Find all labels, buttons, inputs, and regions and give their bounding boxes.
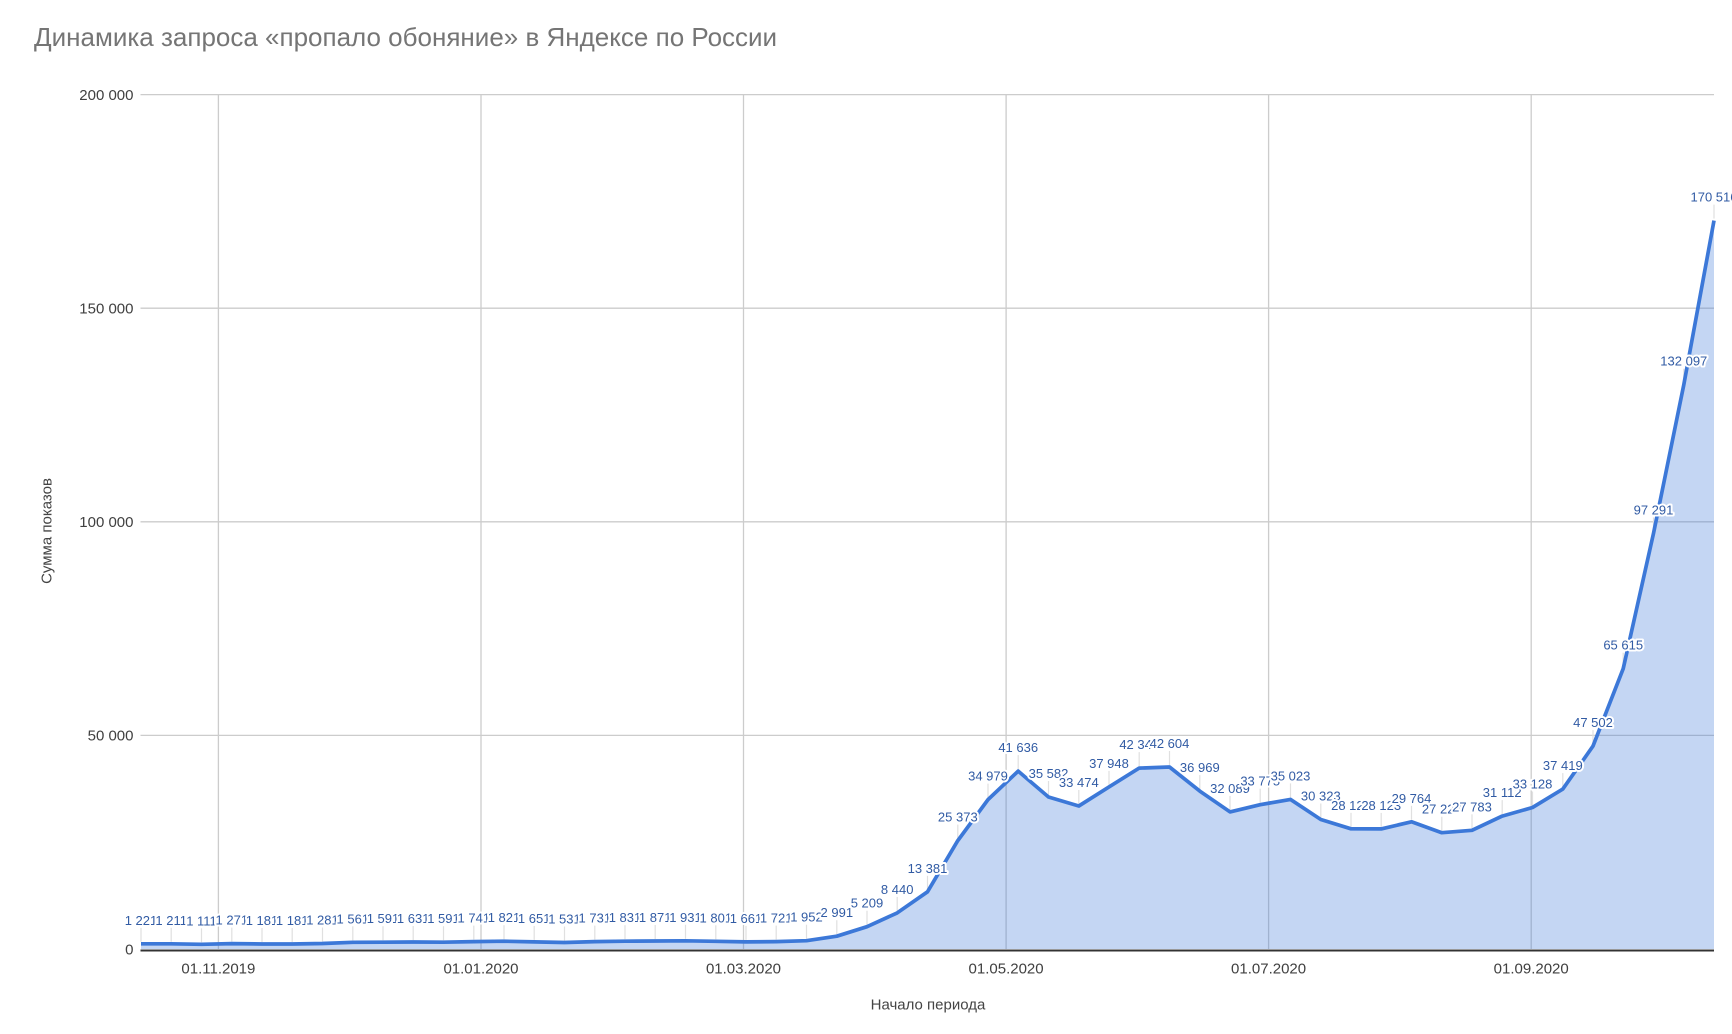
svg-text:37 419: 37 419 — [1543, 758, 1583, 773]
svg-text:1 931: 1 931 — [669, 910, 702, 925]
svg-text:1 181: 1 181 — [246, 913, 279, 928]
svg-text:1 871: 1 871 — [639, 910, 672, 925]
svg-text:33 474: 33 474 — [1059, 775, 1099, 790]
svg-text:1 181: 1 181 — [276, 913, 309, 928]
svg-text:1 221: 1 221 — [125, 913, 158, 928]
svg-text:27 227: 27 227 — [1422, 802, 1462, 817]
svg-text:35 023: 35 023 — [1271, 768, 1311, 783]
svg-text:65 615: 65 615 — [1603, 638, 1643, 653]
svg-text:31 112: 31 112 — [1483, 785, 1522, 800]
svg-text:132 097: 132 097 — [1660, 354, 1707, 369]
svg-text:1 831: 1 831 — [609, 910, 642, 925]
svg-text:2 991: 2 991 — [821, 905, 854, 920]
svg-text:35 582: 35 582 — [1029, 766, 1069, 781]
svg-text:1 211: 1 211 — [155, 913, 187, 928]
svg-text:1 531: 1 531 — [548, 912, 581, 927]
svg-text:1 651: 1 651 — [518, 911, 551, 926]
svg-text:01.03.2020: 01.03.2020 — [706, 961, 781, 978]
svg-text:01.11.2019: 01.11.2019 — [181, 961, 255, 978]
svg-text:27 783: 27 783 — [1452, 799, 1492, 814]
svg-text:36 969: 36 969 — [1180, 760, 1220, 775]
svg-text:100 000: 100 000 — [79, 514, 133, 531]
svg-text:Начало периода: Начало периода — [871, 997, 986, 1014]
svg-text:200 000: 200 000 — [79, 87, 133, 104]
svg-text:Сумма показов: Сумма показов — [39, 478, 56, 584]
svg-text:1 731: 1 731 — [579, 911, 612, 926]
svg-text:1 111: 1 111 — [186, 913, 217, 928]
svg-text:01.07.2020: 01.07.2020 — [1231, 961, 1306, 978]
svg-text:50 000: 50 000 — [88, 728, 134, 745]
svg-text:37 948: 37 948 — [1089, 756, 1129, 771]
svg-text:33 775: 33 775 — [1240, 774, 1280, 789]
svg-text:29 764: 29 764 — [1392, 791, 1432, 806]
svg-text:42 604: 42 604 — [1150, 736, 1190, 751]
svg-text:1 591: 1 591 — [367, 911, 400, 926]
svg-text:1 271: 1 271 — [216, 913, 249, 928]
svg-text:1 591: 1 591 — [427, 911, 460, 926]
svg-text:150 000: 150 000 — [79, 301, 133, 318]
svg-text:1 741: 1 741 — [458, 911, 491, 926]
svg-text:1 661: 1 661 — [730, 911, 763, 926]
svg-text:1 952: 1 952 — [790, 910, 823, 925]
svg-text:0: 0 — [125, 941, 133, 958]
svg-text:Динамика запроса «пропало обон: Динамика запроса «пропало обоняние» в Ян… — [34, 22, 777, 52]
svg-text:28 128: 28 128 — [1331, 798, 1371, 813]
svg-text:1 561: 1 561 — [337, 911, 370, 926]
svg-text:170 516: 170 516 — [1691, 190, 1732, 205]
svg-text:01.09.2020: 01.09.2020 — [1494, 961, 1569, 978]
svg-text:13 381: 13 381 — [908, 861, 948, 876]
svg-text:33 128: 33 128 — [1513, 777, 1553, 792]
svg-text:1 721: 1 721 — [760, 911, 793, 926]
svg-text:8 440: 8 440 — [881, 882, 914, 897]
svg-text:34 979: 34 979 — [968, 769, 1008, 784]
svg-text:28 123: 28 123 — [1361, 798, 1401, 813]
svg-text:1 821: 1 821 — [488, 910, 521, 925]
svg-text:42 342: 42 342 — [1119, 737, 1159, 752]
svg-text:25 373: 25 373 — [938, 810, 978, 825]
svg-text:30 323: 30 323 — [1301, 789, 1341, 804]
svg-text:1 631: 1 631 — [397, 911, 430, 926]
svg-text:1 801: 1 801 — [700, 910, 733, 925]
svg-text:32 089: 32 089 — [1210, 781, 1250, 796]
svg-text:97 291: 97 291 — [1634, 502, 1674, 517]
svg-text:5 209: 5 209 — [851, 896, 884, 911]
svg-text:1 281: 1 281 — [306, 913, 339, 928]
svg-text:01.01.2020: 01.01.2020 — [443, 961, 518, 978]
svg-text:01.05.2020: 01.05.2020 — [969, 961, 1044, 978]
svg-text:47 502: 47 502 — [1573, 715, 1613, 730]
svg-text:41 636: 41 636 — [998, 740, 1038, 755]
